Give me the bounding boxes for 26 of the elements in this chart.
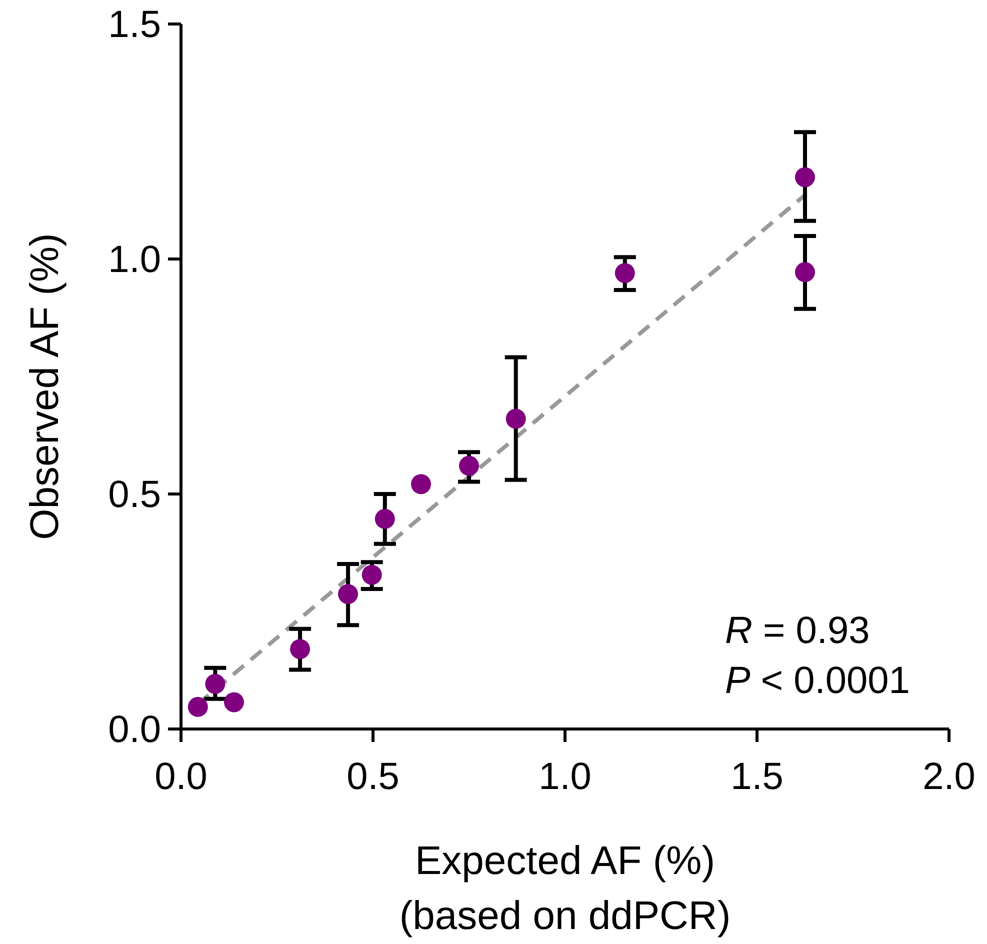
annotation: R = 0.93 (725, 610, 870, 652)
x-tick-label: 0.5 (346, 756, 400, 798)
x-tick-label: 2.0 (922, 756, 976, 798)
point (411, 474, 431, 494)
point (290, 639, 310, 660)
point (795, 167, 815, 188)
point (362, 564, 382, 585)
y-tick-label: 1.5 (108, 4, 161, 46)
y-tick-label: 0.0 (108, 709, 161, 751)
point (459, 456, 479, 476)
annotation: P < 0.0001 (725, 660, 910, 702)
y-axis-title: Observed AF (%) (23, 233, 67, 540)
y-tick-label: 0.5 (108, 474, 161, 516)
y-tick-label: 1.0 (108, 239, 161, 281)
point (205, 674, 226, 694)
point (188, 696, 208, 717)
x-tick-label: 1.5 (730, 756, 784, 798)
point (374, 508, 395, 529)
point (224, 692, 244, 712)
x-axis-title: Expected AF (%) (based on ddPCR) (399, 839, 731, 938)
x-tick-label: 1.0 (538, 756, 592, 798)
point (614, 263, 635, 284)
point (338, 584, 358, 604)
point (795, 262, 815, 282)
x-tick-label: 0.0 (154, 756, 208, 798)
point (506, 408, 526, 429)
